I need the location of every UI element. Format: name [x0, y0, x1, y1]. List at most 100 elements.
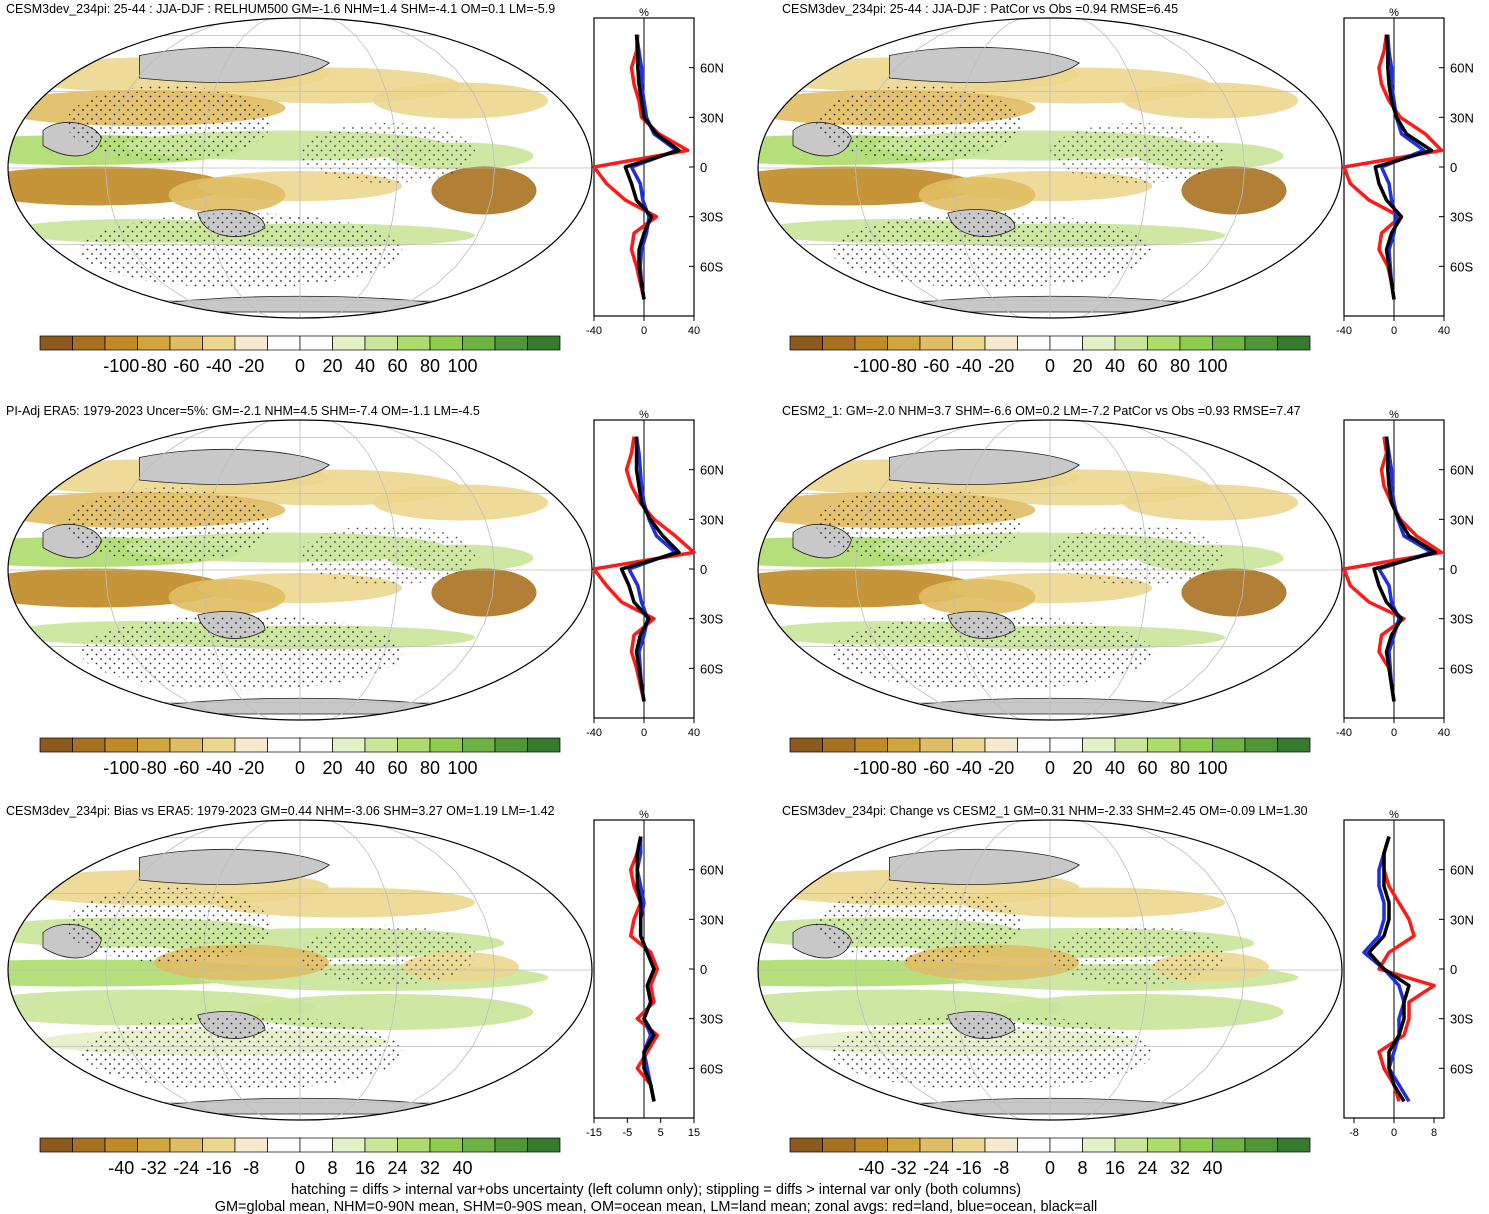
zonal-all-line — [1367, 836, 1411, 1103]
colorbar-swatch — [887, 1137, 921, 1153]
zonal-lat-tick: 30N — [1450, 512, 1474, 527]
colorbar-tick-label: 0 — [295, 758, 305, 778]
colorbar-swatch — [462, 335, 496, 351]
colorbar-swatch — [789, 335, 823, 351]
colorbar-swatch — [364, 335, 398, 351]
colorbar-swatch — [104, 335, 138, 351]
colorbar-swatch — [137, 335, 171, 351]
zonal-unit: % — [639, 409, 649, 421]
zonal-lat-tick: 60N — [1450, 463, 1474, 478]
colorbar-swatch — [527, 737, 561, 753]
zonal-lat-tick: 60S — [1450, 259, 1473, 274]
panel-title: CESM3dev_234pi: 25-44 : JJA-DJF : PatCor… — [782, 2, 1178, 16]
colorbar-tick-label: 80 — [420, 758, 440, 778]
colorbar-swatch — [854, 1137, 888, 1153]
colorbar-swatch — [854, 335, 888, 351]
zonal-x-tick: -40 — [1336, 727, 1352, 739]
colorbar-swatch — [919, 1137, 953, 1153]
colorbar-tick-label: -32 — [891, 1158, 917, 1178]
colorbar-swatch — [494, 1137, 528, 1153]
colorbar-tick-label: 0 — [295, 1158, 305, 1178]
colorbar-swatch — [299, 1137, 333, 1153]
colorbar-swatch — [39, 1137, 73, 1153]
colorbar-swatch — [1147, 335, 1181, 351]
colorbar-swatch — [1114, 1137, 1148, 1153]
footer-line-1: hatching = diffs > internal var+obs unce… — [291, 1182, 1021, 1198]
colorbar-tick-label: 20 — [322, 758, 342, 778]
colorbar-swatch — [822, 335, 856, 351]
zonal-land-line — [1342, 436, 1444, 702]
colorbar-swatch — [299, 737, 333, 753]
colorbar-swatch — [1017, 737, 1051, 753]
panel-p2: CESM3dev_234pi: 25-44 : JJA-DJF : PatCor… — [757, 2, 1474, 376]
zonal-lat-tick: 60S — [1450, 1061, 1473, 1076]
colorbar-swatch — [1147, 1137, 1181, 1153]
zonal-x-tick: 8 — [1431, 1127, 1437, 1139]
colorbar-swatch — [72, 335, 106, 351]
zonal-x-tick: -15 — [586, 1127, 602, 1139]
zonal-x-tick: -5 — [622, 1127, 632, 1139]
zonal-lat-tick: 0 — [700, 160, 707, 175]
zonal-all-line — [1372, 436, 1438, 702]
zonal-x-tick: -40 — [586, 727, 602, 739]
colorbar-swatch — [1179, 1137, 1213, 1153]
colorbar-swatch — [1049, 1137, 1083, 1153]
colorbar-swatch — [397, 335, 431, 351]
colorbar-swatch — [1277, 737, 1311, 753]
colorbar-swatch — [1244, 737, 1278, 753]
panel-p5: CESM3dev_234pi: Bias vs ERA5: 1979-2023 … — [6, 804, 724, 1178]
zonal-lat-tick: 60S — [700, 661, 723, 676]
zonal-lat-tick: 30N — [1450, 110, 1474, 125]
zonal-lat-tick: 30S — [1450, 612, 1473, 627]
colorbar-swatch — [1114, 737, 1148, 753]
zonal-lat-tick: 30S — [1450, 1012, 1473, 1027]
colorbar-swatch — [429, 737, 463, 753]
zonal-x-tick: 40 — [1438, 325, 1450, 337]
colorbar-tick-label: -60 — [923, 758, 949, 778]
zonal-x-tick: 40 — [1438, 727, 1450, 739]
colorbar-tick-label: -20 — [988, 758, 1014, 778]
colorbar-tick-label: -20 — [238, 356, 264, 376]
zonal-x-tick: 0 — [1391, 1127, 1397, 1139]
colorbar-swatch — [952, 737, 986, 753]
colorbar-tick-label: -100 — [103, 758, 139, 778]
colorbar-tick-label: -32 — [141, 1158, 167, 1178]
colorbar-tick-label: 16 — [355, 1158, 375, 1178]
colorbar-swatch — [234, 737, 268, 753]
colorbar-tick-label: 40 — [355, 758, 375, 778]
colorbar-swatch — [822, 1137, 856, 1153]
colorbar-tick-label: 32 — [420, 1158, 440, 1178]
colorbar-swatch — [462, 1137, 496, 1153]
panel-title: CESM3dev_234pi: Bias vs ERA5: 1979-2023 … — [6, 804, 555, 818]
colorbar-swatch — [1244, 335, 1278, 351]
zonal-x-tick: 0 — [1391, 325, 1397, 337]
colorbar-tick-label: 8 — [327, 1158, 337, 1178]
colorbar-swatch — [1147, 737, 1181, 753]
colorbar-swatch — [822, 737, 856, 753]
colorbar-tick-label: 100 — [447, 758, 477, 778]
zonal-unit: % — [1389, 409, 1399, 421]
zonal-lat-tick: 60S — [700, 1061, 723, 1076]
colorbar-swatch — [202, 737, 236, 753]
colorbar-tick-label: 100 — [447, 356, 477, 376]
zonal-x-tick: -40 — [1336, 325, 1352, 337]
zonal-lat-tick: 30S — [700, 210, 723, 225]
colorbar-swatch — [202, 335, 236, 351]
colorbar-tick-label: -80 — [891, 356, 917, 376]
zonal-lat-tick: 30S — [1450, 210, 1473, 225]
colorbar-swatch — [1114, 335, 1148, 351]
colorbar-swatch — [104, 737, 138, 753]
panel-title: CESM2_1: GM=-2.0 NHM=3.7 SHM=-6.6 OM=0.2… — [782, 404, 1301, 418]
colorbar-tick-label: -40 — [206, 758, 232, 778]
colorbar-swatch — [1244, 1137, 1278, 1153]
panel-p6: CESM3dev_234pi: Change vs CESM2_1 GM=0.3… — [757, 804, 1474, 1178]
panel-title: CESM3dev_234pi: Change vs CESM2_1 GM=0.3… — [782, 804, 1308, 818]
colorbar-tick-label: 40 — [1105, 356, 1125, 376]
colorbar-tick-label: -40 — [206, 356, 232, 376]
zonal-land-line — [592, 436, 696, 702]
colorbar-swatch — [1212, 737, 1246, 753]
colorbar-swatch — [137, 737, 171, 753]
colorbar-swatch — [952, 1137, 986, 1153]
colorbar-swatch — [234, 1137, 268, 1153]
zonal-lat-tick: 30S — [700, 612, 723, 627]
